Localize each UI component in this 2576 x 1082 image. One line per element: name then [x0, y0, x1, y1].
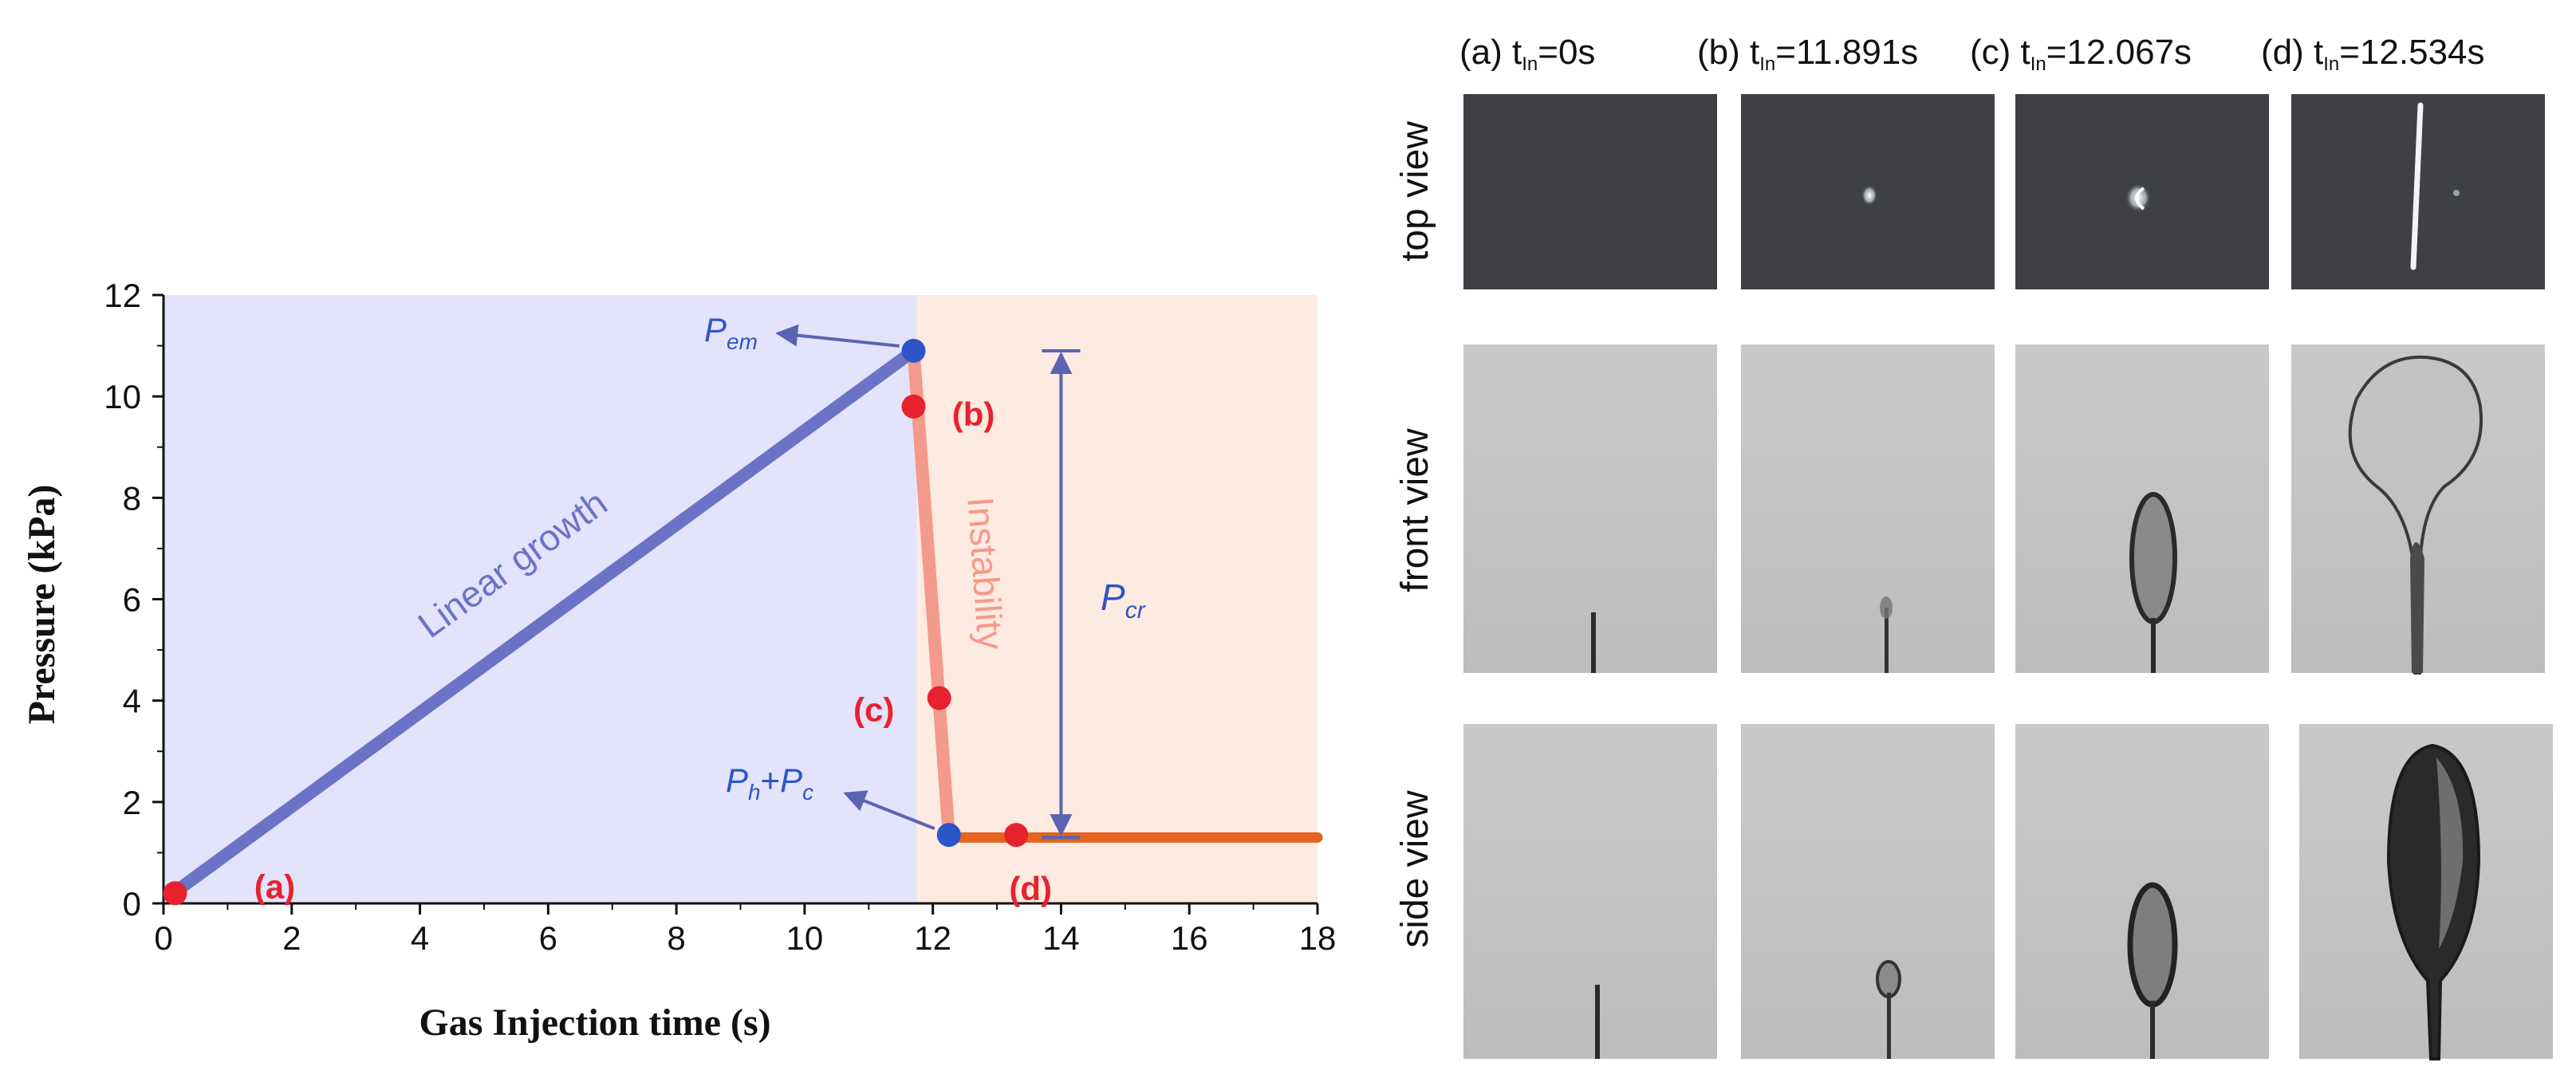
- x-tick-label: 2: [282, 919, 301, 957]
- y-tick-label: 4: [123, 683, 141, 720]
- series-line-1: [907, 344, 955, 842]
- column-header-c: (c) tIn=12.067s: [1970, 33, 2192, 75]
- bubble-d-tail: [2410, 542, 2424, 673]
- x-tick-label: 12: [914, 919, 951, 957]
- pressure-chart: 0 2 4 6 8 10 12 14 16 18 0 2 4 6 8 10 12 (a) (b) (c) (d) Ga…: [21, 277, 1336, 1044]
- ph-pc-label: Ph+Pc: [726, 761, 813, 805]
- row-label-front-view: front view: [1394, 428, 1436, 592]
- y-tick-label: 8: [123, 479, 141, 517]
- pcr-label: Pcr: [1101, 576, 1146, 624]
- column-header-a: (a) tIn=0s: [1459, 33, 1595, 75]
- bubble-c: [2129, 492, 2177, 624]
- chart-points: (a) (b) (c) (d): [163, 338, 1052, 907]
- highlight-point-label: (c): [853, 691, 894, 728]
- x-tick-label: 14: [1042, 919, 1080, 957]
- ph-pc-leader-arrow: [843, 790, 935, 831]
- needle-side-b: [1887, 993, 1891, 1059]
- side-view-a: [1463, 724, 1717, 1059]
- axis-ticks: 0 2 4 6 8 10 12 14 16 18 0 2 4 6 8 10 12: [104, 277, 1336, 957]
- pcr-annotation: [775, 324, 1081, 840]
- x-tick-label: 16: [1171, 919, 1208, 957]
- view-panels: (a) tIn=0s (b) tIn=11.891s (c) tIn=12.06…: [1394, 33, 2553, 1060]
- needle-side-a: [1595, 985, 1600, 1059]
- needle-c: [2151, 618, 2156, 673]
- front-view-row: [1463, 344, 2545, 675]
- highlight-point: [901, 394, 926, 419]
- x-tick-label: 6: [539, 919, 557, 957]
- pem-leader-arrow: [775, 324, 900, 348]
- front-view-b: [1741, 344, 1995, 673]
- bubble-b: [1880, 596, 1893, 619]
- column-header-b: (b) tIn=11.891s: [1697, 33, 1918, 75]
- key-point-0: [901, 338, 926, 363]
- crack-line-d: [2410, 102, 2424, 270]
- y-tick-label: 0: [123, 885, 141, 923]
- x-tick-label: 8: [667, 919, 685, 957]
- highlight-point-label: (b): [952, 395, 995, 433]
- y-tick-label: 6: [123, 581, 141, 619]
- top-view-row: [1463, 94, 2545, 289]
- bubble-d: [2348, 355, 2483, 675]
- top-view-a: [1463, 94, 1717, 289]
- bubble-glow-b: [1861, 185, 1877, 206]
- bubble-side-c: [2127, 882, 2178, 1008]
- y-tick-label: 12: [104, 277, 141, 314]
- row-label-side-view: side view: [1394, 790, 1436, 948]
- highlight-point: [927, 686, 951, 710]
- key-point-1: [936, 823, 961, 848]
- side-view-row: [1463, 724, 2553, 1060]
- highlight-point: [1004, 823, 1029, 848]
- y-tick-label: 2: [123, 784, 141, 821]
- needle-b: [1885, 608, 1889, 673]
- speck-d: [2453, 190, 2460, 196]
- highlight-point: [163, 881, 187, 906]
- bubble-side-d-highlight: [2436, 757, 2464, 949]
- y-axis-title: Pressure (kPa): [21, 485, 63, 725]
- row-label-top-view: top view: [1394, 121, 1436, 262]
- needle-side-c: [2150, 1001, 2155, 1059]
- needle-a: [1591, 612, 1596, 673]
- x-tick-label: 18: [1299, 919, 1337, 957]
- bubble-side-b: [1876, 960, 1901, 998]
- column-header-d: (d) tIn=12.534s: [2261, 33, 2485, 75]
- y-tick-label: 10: [104, 378, 141, 415]
- pem-label: Pem: [704, 311, 758, 354]
- highlight-point-label: (a): [254, 868, 295, 905]
- front-view-a: [1463, 344, 1717, 673]
- x-tick-label: 4: [411, 919, 429, 957]
- x-axis-title: Gas Injection time (s): [419, 1001, 770, 1044]
- series-line-0: [163, 344, 920, 903]
- highlight-point-label: (d): [1009, 870, 1052, 907]
- side-view-b: [1741, 724, 1995, 1059]
- bubble-arc-c: [2135, 187, 2145, 210]
- x-tick-label: 0: [154, 919, 172, 957]
- x-tick-label: 10: [786, 919, 824, 957]
- region-1: [916, 295, 1318, 903]
